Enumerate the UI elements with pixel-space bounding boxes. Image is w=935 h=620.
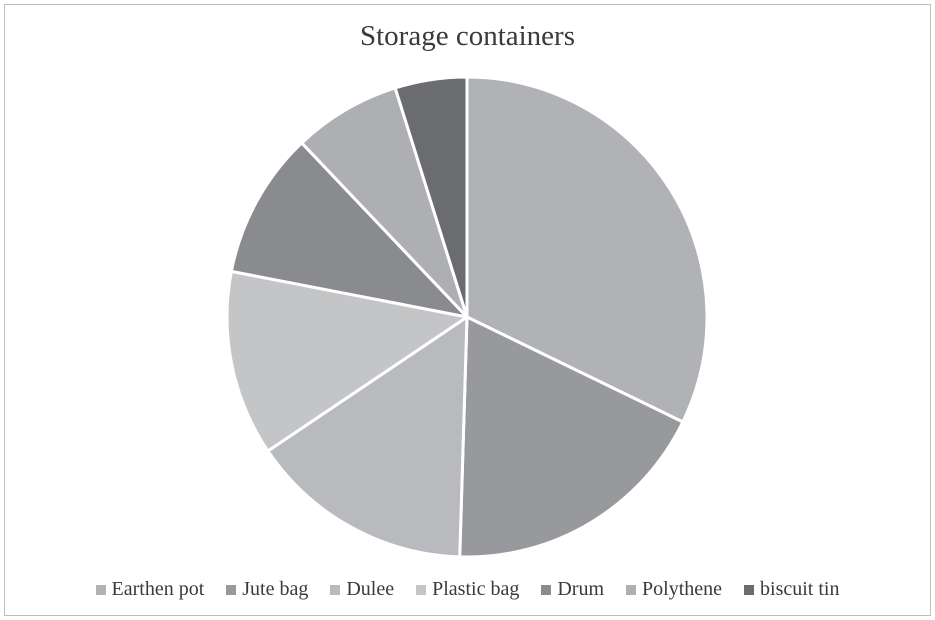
legend-item: Jute bag [226,578,308,601]
legend-swatch [226,584,237,595]
legend-label: Drum [557,578,605,600]
legend-swatch [541,584,552,595]
pie-slice-polythene [300,86,469,319]
legend-item: Dulee [330,578,394,601]
chart-title: Storage containers [359,20,575,52]
legend-label: Plastic bag [432,578,520,600]
legend-label: Jute bag [242,578,309,600]
legend-item: biscuit tin [744,578,839,601]
legend-label: Polythene [642,578,723,600]
legend-item: Drum [541,578,604,601]
legend-label: biscuit tin [760,578,840,600]
legend-swatch [416,584,427,595]
pie-slice-jute-bag [458,315,685,559]
pie-slice-dulee [266,315,469,559]
legend-label: Earthen pot [111,578,205,600]
legend-item: Plastic bag [416,578,519,601]
legend-swatch [626,584,637,595]
legend-label: Dulee [346,578,395,600]
pie-slice-drum [229,141,469,319]
pie-slice-plastic-bag [225,269,469,453]
pie-slice-biscuit-tin [393,75,469,319]
chart-legend: Earthen pot Jute bag Dulee Plastic bag Drum P… [0,578,935,601]
legend-swatch [744,584,755,595]
legend-swatch [95,584,106,595]
legend-item: Earthen pot [95,578,205,601]
legend-item: Polythene [626,578,722,601]
legend-swatch [330,584,341,595]
pie-slice-earthen-pot [465,75,709,424]
